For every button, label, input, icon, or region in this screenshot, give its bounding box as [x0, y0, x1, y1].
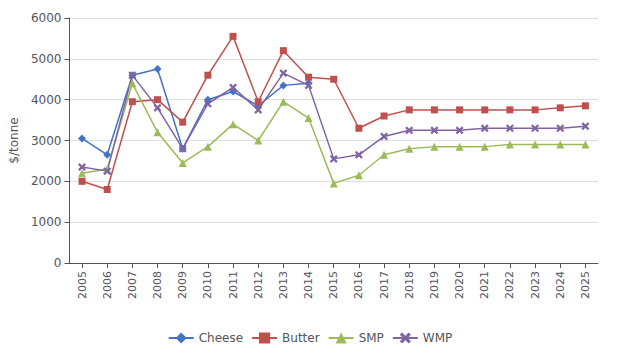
svg-text:2022: 2022 — [503, 271, 516, 299]
svg-text:2025: 2025 — [579, 271, 592, 299]
svg-text:2006: 2006 — [101, 271, 114, 299]
svg-text:2015: 2015 — [327, 271, 340, 299]
svg-text:2020: 2020 — [453, 271, 466, 299]
svg-text:6000: 6000 — [31, 11, 62, 25]
svg-text:2018: 2018 — [403, 271, 416, 299]
svg-text:Cheese: Cheese — [199, 331, 243, 345]
svg-text:2000: 2000 — [31, 174, 62, 188]
svg-text:2019: 2019 — [428, 271, 441, 299]
svg-text:2023: 2023 — [529, 271, 542, 299]
svg-text:2016: 2016 — [352, 271, 365, 299]
svg-text:2021: 2021 — [478, 271, 491, 299]
svg-text:WMP: WMP — [423, 331, 452, 345]
svg-text:0: 0 — [54, 256, 62, 270]
svg-text:2011: 2011 — [227, 271, 240, 299]
svg-text:2017: 2017 — [378, 271, 391, 299]
svg-text:2013: 2013 — [277, 271, 290, 299]
svg-text:3000: 3000 — [31, 134, 62, 148]
svg-text:2005: 2005 — [76, 271, 89, 299]
svg-text:5000: 5000 — [31, 52, 62, 66]
svg-text:SMP: SMP — [359, 331, 384, 345]
svg-text:2008: 2008 — [151, 271, 164, 299]
svg-text:4000: 4000 — [31, 93, 62, 107]
svg-text:2024: 2024 — [554, 271, 567, 299]
svg-text:2009: 2009 — [176, 271, 189, 299]
svg-text:2010: 2010 — [201, 271, 214, 299]
svg-text:1000: 1000 — [31, 215, 62, 229]
svg-text:$/tonne: $/tonne — [7, 117, 21, 163]
svg-text:2012: 2012 — [252, 271, 265, 299]
svg-text:Butter: Butter — [282, 331, 320, 345]
svg-text:2007: 2007 — [126, 271, 139, 299]
svg-text:2014: 2014 — [302, 271, 315, 299]
